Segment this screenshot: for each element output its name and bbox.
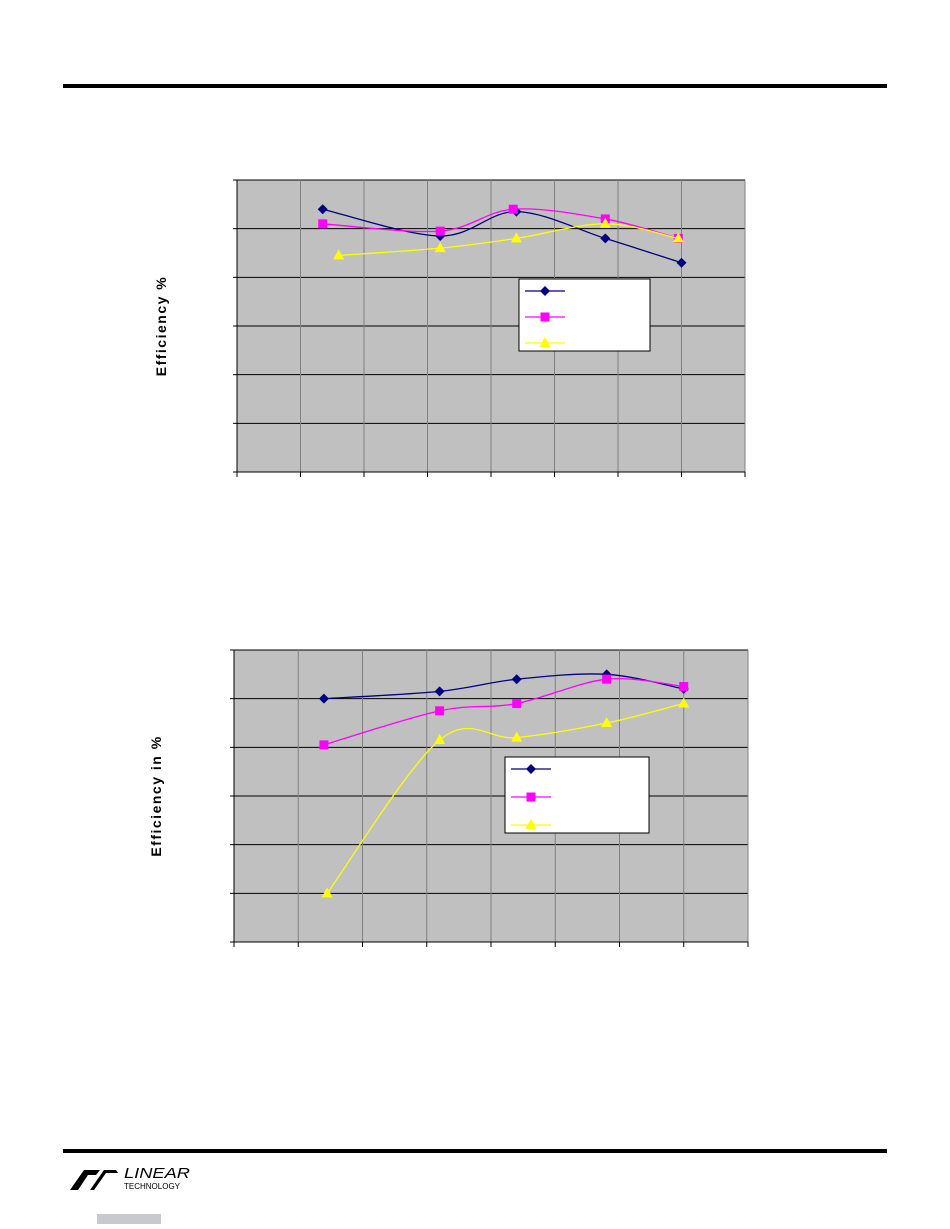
series-3-point — [672, 232, 684, 243]
series-2-point — [679, 682, 689, 691]
top-rule — [63, 84, 887, 88]
series-2-point — [318, 219, 328, 229]
series-3-line — [326, 702, 684, 894]
lt-logo-mark-icon — [70, 1170, 100, 1190]
legend-marker-1 — [526, 764, 536, 774]
series-3-point — [321, 887, 333, 898]
y-axis-label: Efficiency in % — [148, 735, 164, 856]
efficiency-chart-2: Efficiency in % — [148, 649, 749, 947]
series-1-point — [511, 674, 522, 685]
footer-tab — [97, 1214, 161, 1224]
series-2 — [319, 674, 689, 750]
series-3-point — [601, 717, 613, 727]
legend-marker-2 — [540, 312, 550, 322]
legend — [504, 756, 650, 834]
series-1-point — [434, 686, 445, 697]
series-2-point — [602, 674, 612, 684]
series-2-point — [435, 226, 445, 236]
series-3-point — [510, 232, 522, 243]
legend-marker-2 — [526, 792, 536, 802]
efficiency-chart-1: Efficiency % — [153, 179, 746, 477]
series-3-point — [434, 242, 446, 253]
legend-box — [518, 278, 651, 352]
series-1-point — [318, 693, 329, 704]
series-2-point — [508, 204, 518, 214]
series-3-point — [599, 217, 611, 228]
series-3-point — [434, 734, 446, 745]
series-3 — [321, 697, 690, 898]
series-2-point — [512, 699, 522, 709]
y-axis-label: Efficiency % — [153, 276, 169, 376]
series-3-point — [511, 731, 523, 742]
series-1-point — [676, 257, 687, 268]
series-1-point — [317, 204, 328, 215]
legend — [518, 278, 651, 352]
series-2-point — [435, 706, 445, 716]
series-2-point — [319, 740, 329, 750]
series-3-point — [678, 697, 690, 708]
logo-wordmark: LINEAR — [124, 1165, 190, 1182]
series-1-point — [600, 233, 611, 244]
legend-marker-3 — [539, 337, 551, 347]
series-3-point — [333, 249, 345, 260]
logo-subtitle: TECHNOLOGY — [124, 1182, 181, 1191]
legend-marker-1 — [540, 286, 550, 296]
legend-marker-3 — [525, 819, 537, 829]
bottom-rule — [63, 1149, 887, 1153]
linear-technology-logo: LINEAR TECHNOLOGY — [70, 1165, 190, 1191]
series-3 — [333, 217, 684, 260]
